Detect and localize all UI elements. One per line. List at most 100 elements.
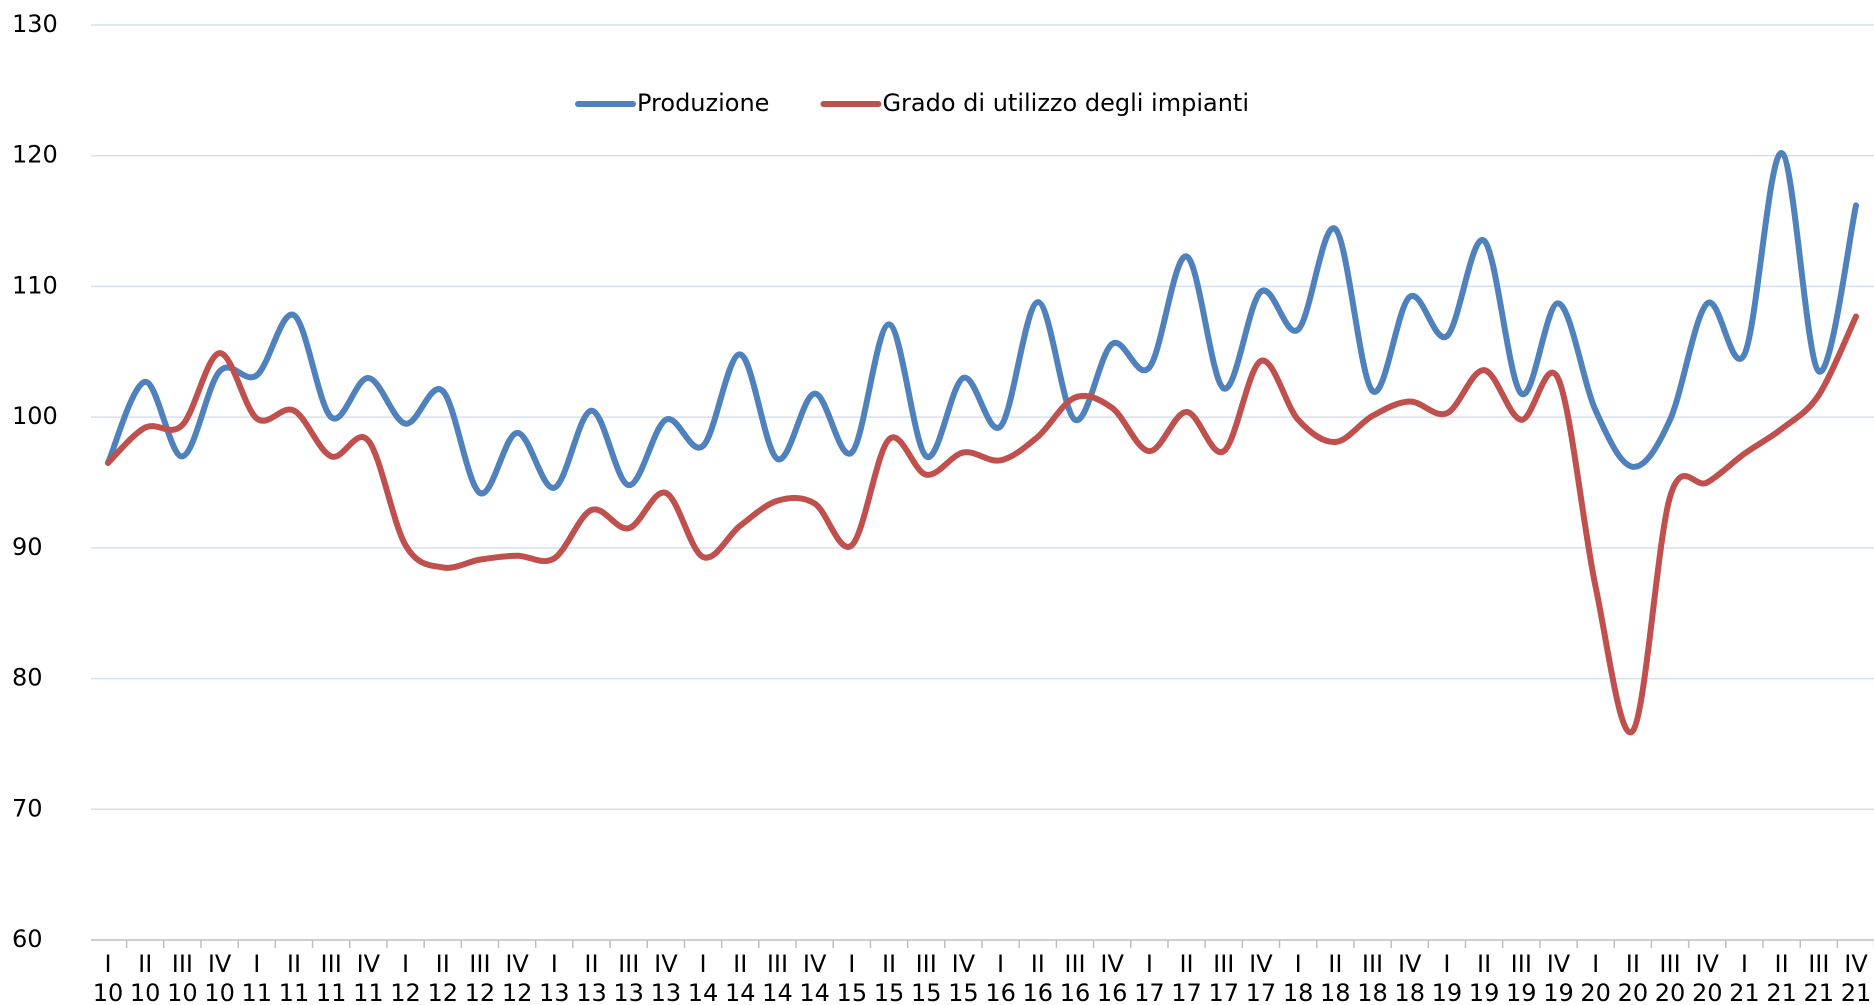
x-tick-label: II (882, 950, 896, 978)
x-tick-label: I (700, 950, 707, 978)
x-tick-label: 20 (1655, 979, 1686, 1005)
x-tick-label: 18 (1357, 979, 1388, 1005)
x-tick-label: 10 (130, 979, 161, 1005)
x-tick-label: III (916, 950, 937, 978)
x-tick-label: 17 (1208, 979, 1239, 1005)
x-tick-label: III (1659, 950, 1680, 978)
x-tick-label: 14 (799, 979, 830, 1005)
x-tick-label: 19 (1469, 979, 1500, 1005)
x-tick-label: IV (1100, 950, 1124, 978)
x-tick-label: III (618, 950, 639, 978)
x-tick-label: I (1741, 950, 1748, 978)
legend-label: Grado di utilizzo degli impianti (882, 89, 1249, 117)
x-tick-label: 11 (353, 979, 384, 1005)
x-tick-label: I (551, 950, 558, 978)
x-tick-label: 15 (911, 979, 942, 1005)
x-tick-label: 12 (502, 979, 533, 1005)
x-tick-label: 10 (167, 979, 198, 1005)
x-tick-label: 13 (576, 979, 607, 1005)
x-tick-label: 20 (1580, 979, 1611, 1005)
x-tick-label: 20 (1692, 979, 1723, 1005)
x-tick-label: 20 (1618, 979, 1649, 1005)
x-tick-label: I (848, 950, 855, 978)
x-tick-label: 17 (1171, 979, 1202, 1005)
line (105, 313, 1859, 736)
x-tick-label: IV (1249, 950, 1273, 978)
x-tick-label: 17 (1134, 979, 1165, 1005)
x-tick-label: 18 (1283, 979, 1314, 1005)
x-tick-label: 11 (241, 979, 272, 1005)
x-tick-label: III (767, 950, 788, 978)
x-tick-label: II (1328, 950, 1342, 978)
x-tick-label: 16 (1060, 979, 1091, 1005)
x-tick-label: 17 (1246, 979, 1277, 1005)
x-tick-label: I (1592, 950, 1599, 978)
x-tick-label: 11 (316, 979, 347, 1005)
x-tick-label: III (1362, 950, 1383, 978)
x-tick-label: 21 (1766, 979, 1797, 1005)
x-tick-label: 16 (985, 979, 1016, 1005)
x-tick-label: 15 (948, 979, 979, 1005)
x-tick-label: 21 (1729, 979, 1760, 1005)
x-tick-label: III (1064, 950, 1085, 978)
x-tick-label: 13 (651, 979, 682, 1005)
x-tick-label: III (1511, 950, 1532, 978)
x-tick-label: III (1213, 950, 1234, 978)
x-tick-label: 12 (465, 979, 496, 1005)
x-tick-label: IV (654, 950, 678, 978)
x-tick-label: 12 (390, 979, 421, 1005)
x-tick-label: 21 (1841, 979, 1872, 1005)
x-tick-label: II (436, 950, 450, 978)
x-tick-label: IV (1398, 950, 1422, 978)
x-tick-label: IV (1695, 950, 1719, 978)
legend-label: Produzione (637, 89, 769, 117)
y-tick-label: 90 (12, 533, 43, 561)
x-tick-label: 18 (1320, 979, 1351, 1005)
y-tick-label: 110 (12, 271, 58, 299)
x-tick-label: IV (208, 950, 232, 978)
x-tick-label: I (402, 950, 409, 978)
x-tick-label: 14 (688, 979, 719, 1005)
x-tick-label: III (172, 950, 193, 978)
x-tick-label: 19 (1543, 979, 1574, 1005)
y-tick-label: 60 (12, 925, 43, 953)
line (105, 150, 1859, 496)
y-tick-label: 70 (12, 794, 43, 822)
x-tick-label: IV (952, 950, 976, 978)
x-tick-label: 12 (427, 979, 458, 1005)
x-tick-label: 13 (539, 979, 570, 1005)
y-tick-label: 100 (12, 402, 58, 430)
x-tick-label: 14 (762, 979, 793, 1005)
x-tick-label: I (1443, 950, 1450, 978)
x-tick-label: 15 (874, 979, 905, 1005)
x-tick-label: II (1031, 950, 1045, 978)
x-tick-label: 16 (1023, 979, 1054, 1005)
x-tick-label: I (997, 950, 1004, 978)
x-tick-label: 21 (1804, 979, 1835, 1005)
x-tick-label: II (138, 950, 152, 978)
x-tick-label: 11 (279, 979, 310, 1005)
y-tick-label: 120 (12, 141, 58, 169)
x-tick-label: 19 (1432, 979, 1463, 1005)
x-tick-label: I (1295, 950, 1302, 978)
x-tick-label: I (104, 950, 111, 978)
x-tick-label: II (287, 950, 301, 978)
x-tick-label: IV (803, 950, 827, 978)
x-tick-label: 18 (1394, 979, 1425, 1005)
x-tick-label: I (253, 950, 260, 978)
x-tick-label: II (733, 950, 747, 978)
x-tick-label: II (1179, 950, 1193, 978)
x-tick-label: III (469, 950, 490, 978)
x-tick-label: IV (505, 950, 529, 978)
x-tick-label: 10 (204, 979, 235, 1005)
y-tick-label: 80 (12, 664, 43, 692)
x-tick-label: II (1775, 950, 1789, 978)
x-tick-label: 19 (1506, 979, 1537, 1005)
x-tick-label: II (584, 950, 598, 978)
x-tick-label: 15 (837, 979, 868, 1005)
x-tick-label: I (1146, 950, 1153, 978)
x-tick-label: 16 (1097, 979, 1128, 1005)
x-tick-label: II (1477, 950, 1491, 978)
x-tick-label: IV (1547, 950, 1571, 978)
